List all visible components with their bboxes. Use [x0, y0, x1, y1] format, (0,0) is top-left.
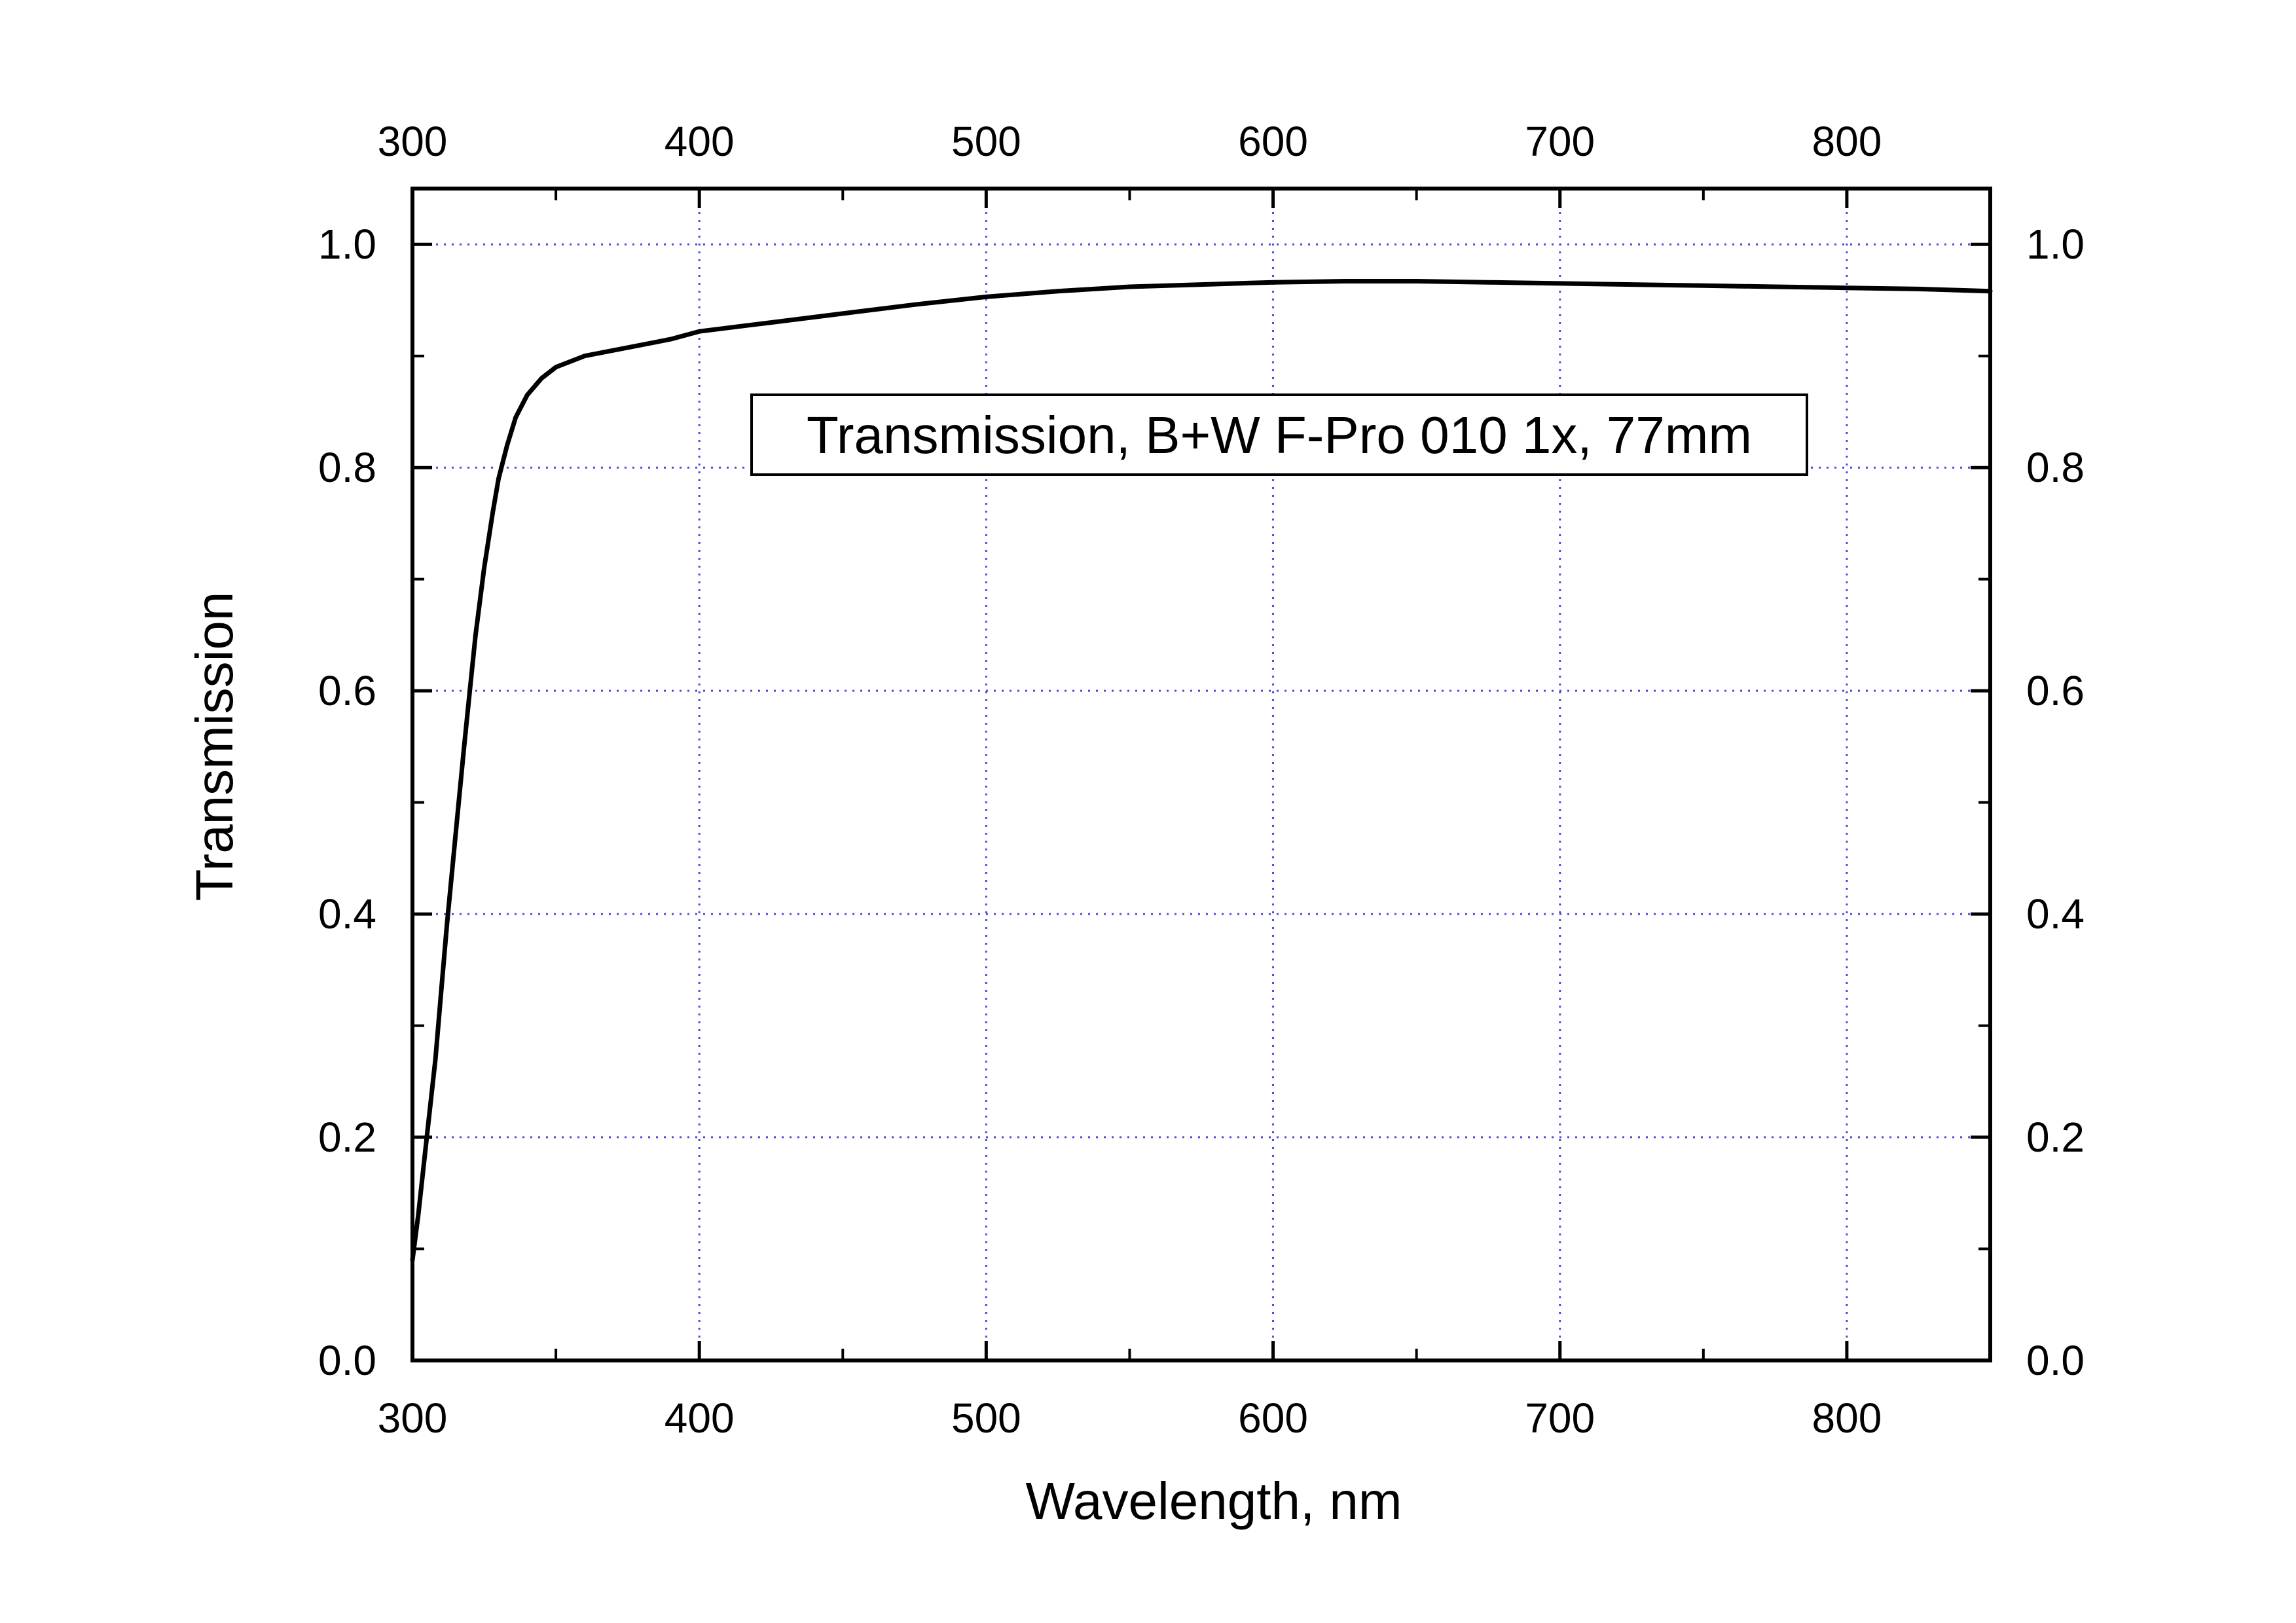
y-right-tick-label: 0.0	[2026, 1337, 2085, 1384]
x-axis-title: Wavelength, nm	[1025, 1472, 1402, 1530]
y-tick-label: 0.6	[318, 667, 376, 714]
annotation-box	[750, 393, 1808, 476]
x-top-tick-label: 500	[951, 118, 1021, 165]
x-top-tick-label: 600	[1238, 118, 1308, 165]
x-top-tick-label: 800	[1812, 118, 1882, 165]
x-tick-label: 500	[951, 1395, 1021, 1442]
x-tick-label: 600	[1238, 1395, 1308, 1442]
x-top-tick-label: 300	[378, 118, 448, 165]
annotation-text: Transmission, B+W F-Pro 010 1x, 77mm	[807, 406, 1752, 464]
y-right-tick-label: 0.6	[2026, 667, 2085, 714]
plot-frame	[410, 187, 1992, 1362]
y-axis-title: Transmission	[185, 592, 244, 902]
y-right-tick-label: 1.0	[2026, 221, 2085, 268]
x-tick-label: 300	[378, 1395, 448, 1442]
y-tick-label: 0.4	[318, 890, 376, 938]
ticks: 300 300 400 400 500 500 600 600 700 700 800 800 0.0 0…	[318, 118, 2085, 1442]
transmission-series-line	[410, 279, 1993, 1263]
y-tick-label: 0.2	[318, 1114, 376, 1161]
x-tick-label: 800	[1812, 1395, 1882, 1442]
y-right-tick-label: 0.4	[2026, 890, 2085, 938]
x-tick-label: 700	[1525, 1395, 1595, 1442]
y-right-tick-label: 0.8	[2026, 444, 2085, 491]
y-tick-label: 0.0	[318, 1337, 376, 1384]
annotation: Transmission, B+W F-Pro 010 1x, 77mm	[750, 393, 1808, 476]
x-top-tick-label: 400	[665, 118, 735, 165]
y-tick-label: 1.0	[318, 221, 376, 268]
y-right-tick-label: 0.2	[2026, 1114, 2085, 1161]
x-tick-label: 400	[665, 1395, 735, 1442]
x-top-tick-label: 700	[1525, 118, 1595, 165]
y-tick-label: 0.8	[318, 444, 376, 491]
series-layer	[410, 279, 1993, 1263]
